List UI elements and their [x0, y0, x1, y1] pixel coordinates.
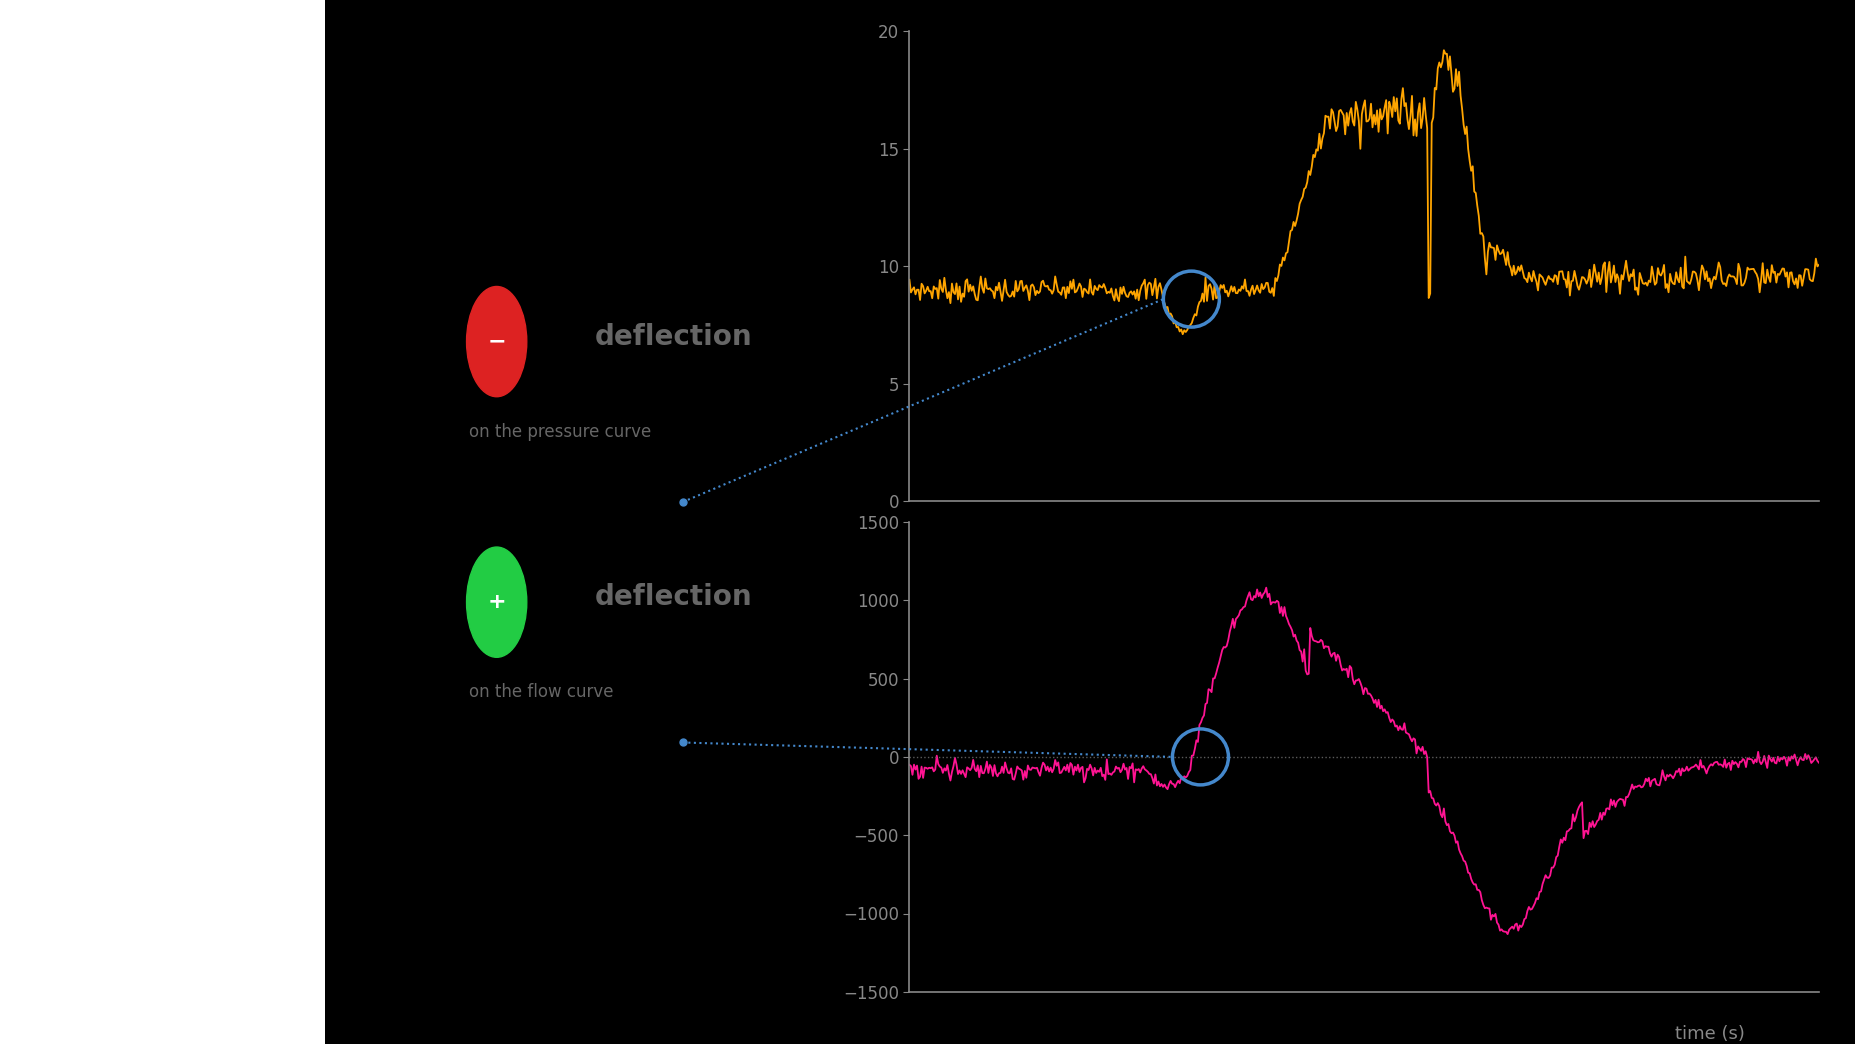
X-axis label: time (s): time (s) — [1673, 1025, 1744, 1043]
Text: on the pressure curve: on the pressure curve — [469, 423, 651, 441]
Circle shape — [466, 547, 527, 658]
Text: +: + — [488, 592, 506, 612]
Text: deflection: deflection — [595, 584, 753, 611]
Circle shape — [466, 286, 527, 397]
Text: on the flow curve: on the flow curve — [469, 684, 614, 702]
Text: −: − — [488, 332, 506, 352]
Text: deflection: deflection — [595, 323, 753, 351]
